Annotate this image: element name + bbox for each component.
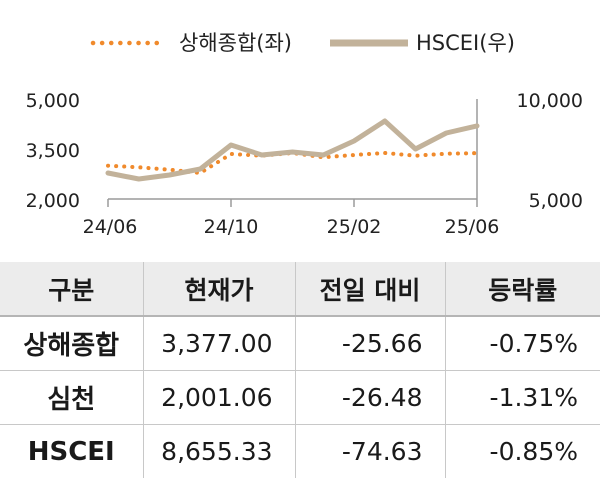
table-row: 심천 2,001.06 -26.48 -1.31% [0, 370, 600, 425]
x-tick-label: 24/06 [83, 216, 138, 238]
table-row: 상해종합 3,377.00 -25.66 -0.75% [0, 316, 600, 371]
table-header-row: 구분 현재가 전일 대비 등락률 [0, 262, 600, 317]
x-tick-label: 25/06 [445, 216, 500, 238]
row-change: -26.48 [295, 370, 446, 425]
y-left-tick: 3,500 [26, 140, 80, 162]
header-price: 현재가 [143, 262, 296, 317]
row-name: 심천 [0, 370, 144, 425]
right-axis-ticks: 10,000 5,000 [517, 90, 583, 212]
legend-label-hscei: HSCEI(우) [416, 31, 515, 55]
x-tick-label: 25/02 [327, 216, 382, 238]
chart-legend: 상해종합(좌) HSCEI(우) [90, 31, 515, 55]
series-line-hscei [105, 118, 480, 182]
table-row: HSCEI 8,655.33 -74.63 -0.85% [0, 424, 600, 478]
series-layer [105, 118, 480, 182]
row-price: 2,001.06 [143, 370, 296, 425]
legend-label-shanghai: 상해종합(좌) [179, 31, 292, 55]
row-price: 3,377.00 [143, 316, 296, 371]
row-pct: -0.75% [445, 316, 600, 371]
row-name: 상해종합 [0, 316, 144, 371]
x-tick-label: 24/10 [204, 216, 259, 238]
header-change: 전일 대비 [295, 262, 446, 317]
market-table: 구분 현재가 전일 대비 등락률 상해종합 3,377.00 -25.66 -0… [0, 262, 600, 478]
header-pct: 등락률 [445, 262, 600, 317]
row-price: 8,655.33 [143, 424, 296, 478]
y-right-tick: 10,000 [517, 90, 583, 112]
axes [107, 99, 478, 207]
y-right-tick: 5,000 [529, 190, 583, 212]
line-chart: 상해종합(좌) HSCEI(우) 5,000 3,500 2,000 10,00… [26, 31, 583, 238]
row-name: HSCEI [0, 424, 144, 478]
row-pct: -1.31% [445, 370, 600, 425]
y-left-tick: 2,000 [26, 190, 80, 212]
header-category: 구분 [0, 262, 144, 317]
row-change: -74.63 [295, 424, 446, 478]
row-change: -25.66 [295, 316, 446, 371]
row-pct: -0.85% [489, 437, 578, 466]
y-left-tick: 5,000 [26, 90, 80, 112]
series-line-shanghai [106, 151, 479, 175]
x-axis-labels: 24/06 24/10 25/02 25/06 [83, 216, 500, 238]
left-axis-ticks: 5,000 3,500 2,000 [26, 90, 80, 212]
